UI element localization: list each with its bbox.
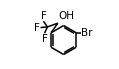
Text: F: F: [34, 23, 40, 33]
Text: F: F: [41, 11, 46, 21]
Text: Br: Br: [81, 28, 92, 38]
Text: OH: OH: [58, 11, 74, 21]
Text: F: F: [42, 34, 47, 44]
